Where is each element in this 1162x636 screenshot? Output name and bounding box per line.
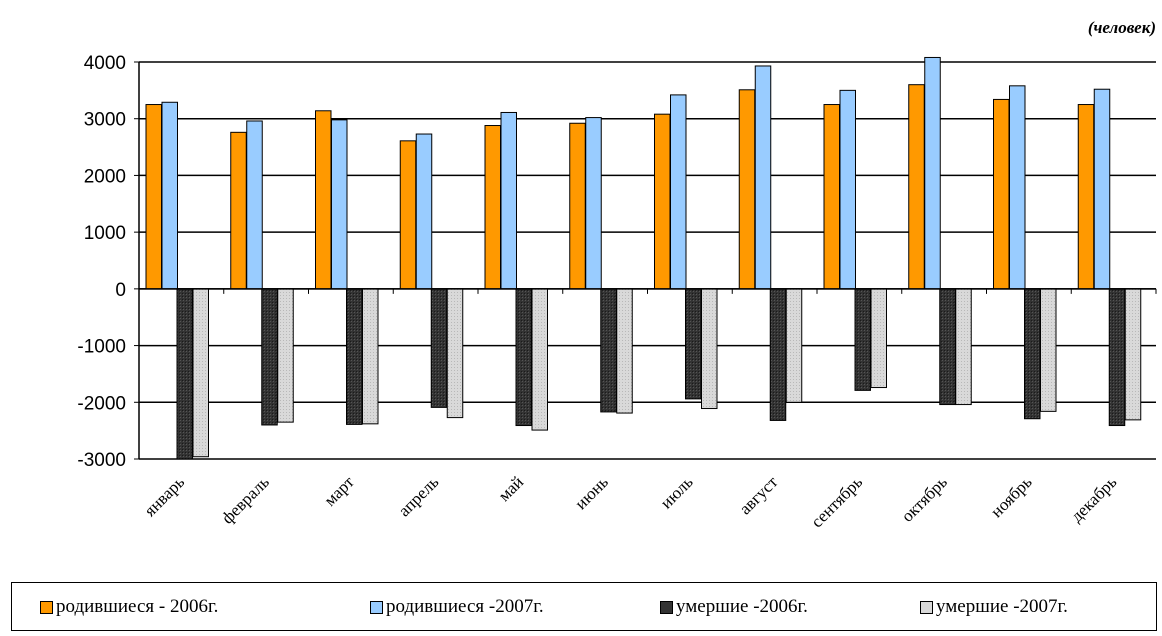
bar-born-2007 [754,65,772,290]
legend-swatch [40,600,53,614]
bar-died-2006 [176,288,193,460]
bar-born-2006 [1077,104,1095,290]
x-tick-label: июль [657,472,697,512]
x-tick-label: декабрь [1067,472,1121,526]
bar-born-2006 [569,122,586,290]
bar-died-2006 [515,288,532,427]
bar-born-2007 [331,119,348,290]
bar-died-2007 [785,288,803,403]
bar-born-2006 [738,89,756,290]
bar-died-2007 [701,288,718,410]
bars [145,56,1142,460]
bar-born-2006 [315,110,332,290]
bar-born-2007 [500,111,517,290]
y-tick-label: 4000 [84,53,126,74]
legend-swatch [370,600,383,614]
axes [134,61,1157,460]
y-tick-label: -3000 [77,450,126,471]
bar-born-2007 [585,117,602,290]
bar-born-2007 [839,89,856,290]
y-tick-label: -2000 [77,393,126,414]
bar-died-2007 [870,288,887,389]
bar-died-2006 [769,288,787,421]
legend-item-died-2007: умершие -2007г. [920,596,1068,618]
bar-died-2006 [600,288,617,413]
bar-born-2006 [484,125,501,290]
bar-chart: 4000 3000 2000 1000 0 -1000 -2000 -3000 январь ф… [77,53,1157,531]
x-tick-label: май [494,472,527,505]
legend-item-born-2007: родившиеся -2007г. [370,596,544,618]
y-tick-labels: 4000 3000 2000 1000 0 -1000 -2000 -3000 [77,53,126,471]
bar-born-2007 [246,120,263,290]
bar-born-2006 [993,98,1010,290]
bar-died-2006 [854,288,871,391]
bar-born-2006 [908,84,925,290]
unit-label: (человек) [1087,18,1156,37]
bar-died-2006 [1108,288,1126,427]
bar-died-2007 [192,288,209,458]
x-tick-label: октябрь [898,472,952,526]
bar-died-2007 [1124,288,1142,421]
x-tick-label: сентябрь [807,472,866,531]
y-tick-label: 2000 [84,166,126,187]
bar-born-2006 [823,104,840,290]
bar-born-2006 [145,104,162,290]
legend-item-born-2006: родившиеся - 2006г. [40,596,218,618]
bar-died-2007 [616,288,633,414]
bar-died-2006 [261,288,278,426]
legend-label: родившиеся - 2006г. [56,596,219,617]
legend-label: умершие -2006г. [676,596,808,617]
bar-died-2006 [1024,288,1041,420]
bar-died-2006 [939,288,956,406]
y-tick-label: -1000 [77,337,126,358]
legend-label: родившиеся -2007г. [386,596,544,617]
legend-swatch [660,600,673,614]
bar-born-2007 [1093,88,1111,290]
bar-born-2006 [654,113,671,290]
y-tick-label: 3000 [84,110,126,131]
bar-born-2006 [230,131,247,290]
x-tick-label: март [320,472,358,510]
x-tick-label: январь [140,472,188,520]
x-tick-label: июнь [571,472,612,513]
x-tick-label: февраль [218,472,273,527]
bar-died-2007 [531,288,548,431]
bar-died-2007 [1040,288,1057,412]
bar-died-2007 [277,288,294,423]
legend-swatch [920,600,933,614]
bar-died-2007 [446,288,464,419]
bar-died-2006 [685,288,702,400]
bar-died-2006 [346,288,363,425]
x-tick-label: апрель [395,472,443,520]
bar-died-2007 [955,288,972,406]
bar-born-2006 [399,140,417,290]
y-tick-label: 1000 [84,223,126,244]
bar-born-2007 [161,101,178,290]
bar-born-2007 [1009,85,1026,290]
x-tick-label: август [735,472,781,518]
x-tick-labels: январь февраль март апрель май июнь июль август… [140,472,1120,531]
bar-born-2007 [924,56,941,290]
legend-label: умершие -2007г. [936,596,1068,617]
bar-died-2007 [362,288,379,425]
legend: родившиеся - 2006г. родившиеся -2007г. у… [11,582,1157,631]
legend-item-died-2006: умершие -2006г. [660,596,808,618]
y-tick-label: 0 [115,280,126,301]
bar-born-2007 [670,94,687,290]
x-tick-label: ноябрь [987,472,1036,521]
bar-died-2006 [430,288,448,408]
bar-born-2007 [415,133,433,290]
